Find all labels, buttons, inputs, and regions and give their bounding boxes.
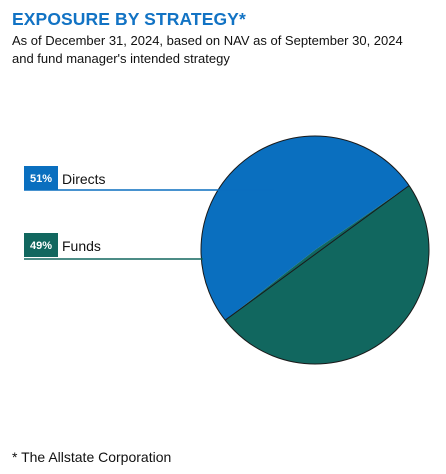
legend-label-directs: Directs <box>62 171 106 187</box>
subtitle-line-1: As of December 31, 2024, based on NAV as… <box>12 33 403 48</box>
pie-outline <box>200 135 430 365</box>
data-label-funds: 49% <box>30 240 52 252</box>
slice-divider <box>224 185 410 321</box>
subtitle-line-2: and fund manager's intended strategy <box>12 50 230 66</box>
legend-label-funds: Funds <box>62 238 101 254</box>
chart-subtitle: As of December 31, 2024, based on NAV as… <box>12 32 432 67</box>
value-box-funds <box>24 233 58 257</box>
chart-title: EXPOSURE BY STRATEGY* <box>12 9 246 29</box>
pie-slice-directs <box>200 136 410 321</box>
value-box-directs <box>24 166 58 190</box>
data-label-directs: 51% <box>30 173 52 185</box>
footnote: * The Allstate Corporation <box>12 449 172 465</box>
pie-slice-funds <box>225 185 429 365</box>
